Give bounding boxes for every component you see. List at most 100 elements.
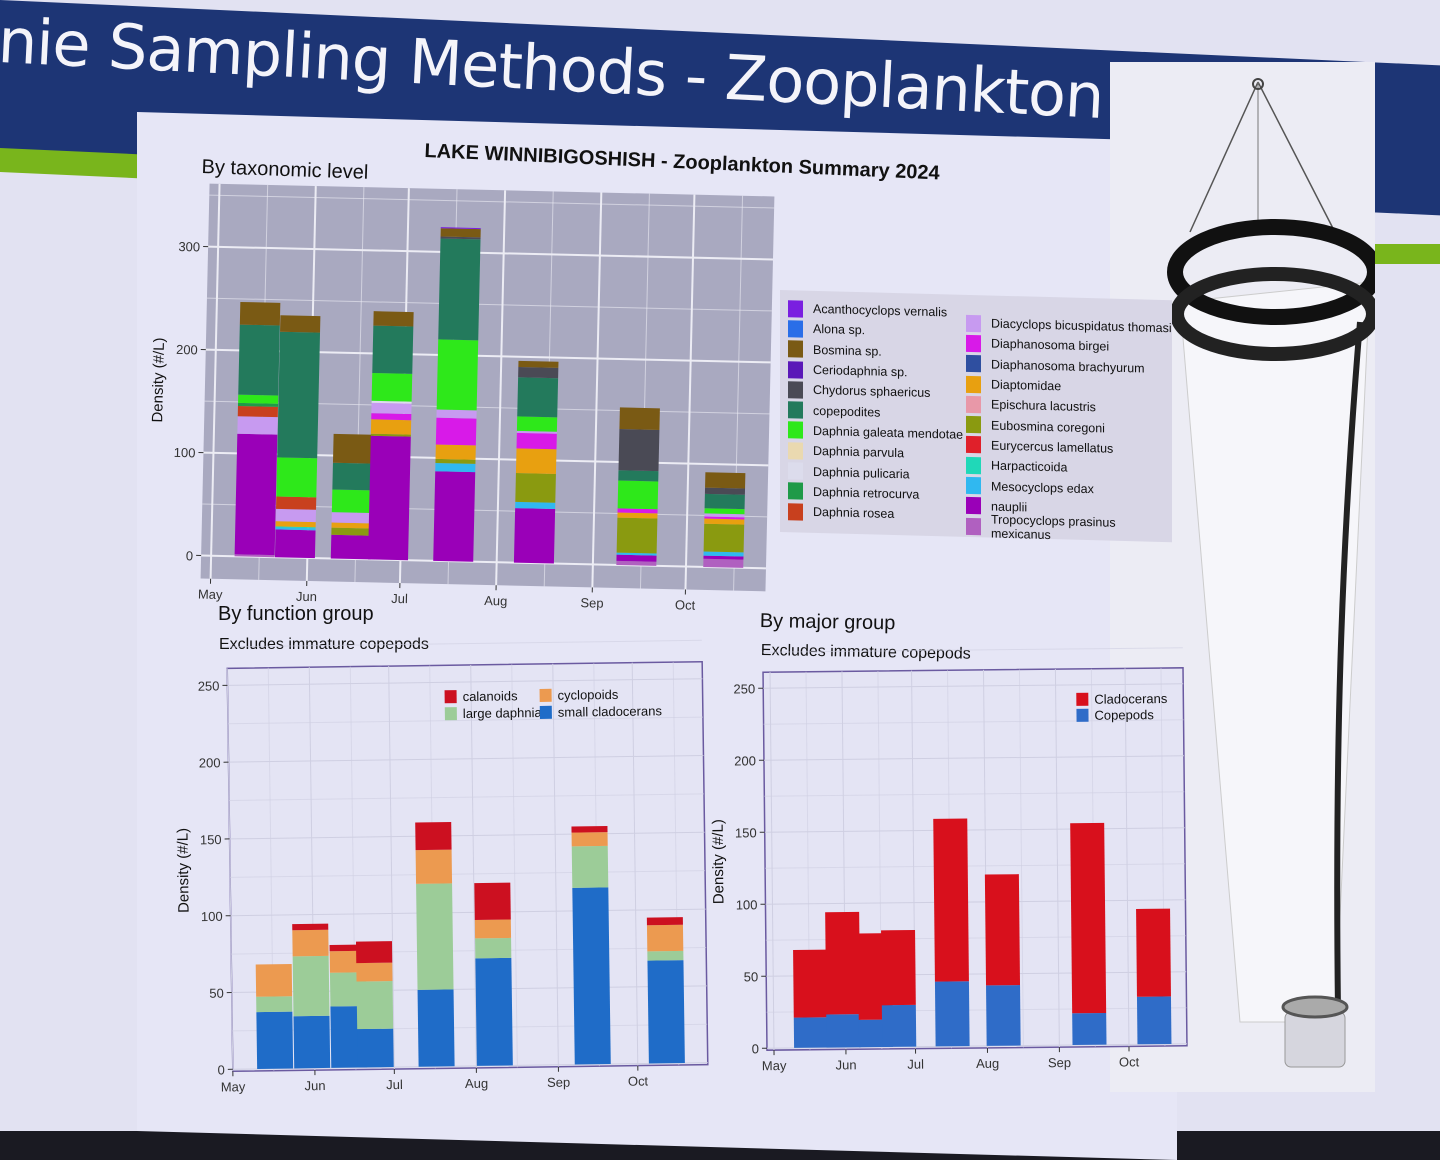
bar-segment-mesocyclops-edax (515, 502, 555, 509)
y-tick-label: 50 (209, 986, 224, 1001)
legend-swatch (788, 483, 803, 500)
legend-label: Bosmina sp. (813, 343, 882, 359)
bar-segment-diacyclops-bicuspidatus-thomasi (371, 403, 411, 414)
legend-swatch (966, 477, 981, 494)
bar-segment-daphnia-rosea (276, 496, 316, 509)
bar-segment-chydorus-sphaericus (518, 367, 558, 378)
bar-segment-copepodites (332, 463, 373, 491)
bar-segment-cladocerans (793, 950, 828, 1018)
bar-segment-bosmina-sp- (441, 228, 481, 237)
legend-swatch (540, 706, 552, 719)
bar-segment-cladocerans (881, 930, 916, 1005)
legend-swatch (966, 416, 981, 433)
bar-segment-cyclopoids (256, 964, 292, 997)
legend-label: calanoids (463, 688, 519, 704)
x-tick-label: Oct (675, 597, 696, 612)
legend-swatch (788, 320, 803, 337)
bar-segment-large-daphnia (475, 938, 511, 958)
legend-label: cyclopoids (558, 687, 619, 703)
bar-segment-chydorus-sphaericus (705, 488, 745, 495)
legend-label: Epischura lacustris (991, 398, 1096, 415)
legend-swatch (788, 462, 803, 479)
x-tick-label: Jun (305, 1078, 326, 1093)
bar-segment-diacyclops-bicuspidatus-thomasi (332, 512, 372, 523)
bar-segment-large-daphnia (416, 883, 453, 989)
legend-label: large daphnia (463, 705, 543, 721)
y-tick-label: 100 (174, 445, 196, 460)
legend-swatch (966, 335, 981, 352)
y-tick-label: 250 (733, 681, 755, 696)
bar-segment-large-daphnia (293, 956, 330, 1016)
bar-segment-daphnia-rosea (238, 406, 278, 417)
bar-segment-copepodites (517, 377, 558, 417)
legend-label: Diaphanosoma birgei (991, 337, 1109, 354)
legend-label: Daphnia rosea (813, 505, 894, 521)
bar-segment-tropocyclops-prasinus-mexicanus (703, 559, 743, 568)
legend-label: Cladocerans (1094, 691, 1168, 707)
x-tick-label: Aug (976, 1056, 999, 1071)
bar-segment-diacyclops-bicuspidatus-thomasi (237, 416, 277, 434)
legend-swatch (445, 707, 457, 720)
bar-segment-large-daphnia (256, 996, 292, 1012)
x-tick-label: May (198, 586, 223, 602)
legend-label: Eubosmina coregoni (991, 418, 1105, 435)
x-tick-label: Jul (391, 591, 408, 606)
legend-item: Tropocyclops prasinus mexicanus (966, 516, 1172, 542)
bar-segment-daphnia-galeata-mendotae (618, 481, 659, 510)
bar-segment-small-cladocerans (293, 1016, 330, 1069)
x-tick-label: Oct (1119, 1054, 1140, 1069)
bar-segment-copepods (794, 1017, 828, 1048)
bar-segment-cyclopoids (647, 925, 683, 952)
x-tick-label: Aug (484, 593, 507, 609)
legend-swatch (966, 355, 981, 372)
y-tick-label: 100 (201, 909, 223, 924)
minor-gridline (763, 648, 1183, 652)
bar-segment-eubosmina-coregoni (515, 473, 556, 503)
legend-swatch (1076, 709, 1088, 722)
y-tick-label: 200 (176, 342, 198, 357)
y-tick-label: 0 (752, 1041, 759, 1056)
bar-segment-small-cladocerans (475, 958, 512, 1066)
legend-label: Diacyclops bicuspidatus thomasi (991, 317, 1172, 336)
legend-swatch (966, 315, 981, 332)
bar-segment-cladocerans (933, 819, 969, 982)
bar-segment-calanoids (415, 822, 451, 850)
legend-label: Acanthocyclops vernalis (813, 302, 947, 320)
bar-segment-daphnia-galeata-mendotae (332, 489, 373, 513)
x-tick-label: Jun (296, 589, 317, 604)
bar-segment-daphnia-galeata-mendotae (372, 373, 413, 402)
bar-segment-cladocerans (1070, 823, 1106, 1013)
bar-segment-diaphanosoma-birgei (371, 413, 411, 420)
bar-segment-bosmina-sp- (518, 361, 558, 368)
bar-segment-cyclopoids (475, 919, 511, 938)
legend-swatch (966, 517, 981, 534)
bar-segment-copepods (1137, 996, 1171, 1044)
bar-segment-large-daphnia (357, 981, 394, 1029)
bar-segment-diaptomidae (371, 419, 411, 434)
bar-segment-nauplii (235, 434, 278, 555)
y-tick-label: 100 (736, 897, 758, 912)
bar-segment-nauplii (275, 529, 316, 558)
legend-label: Mesocyclops edax (991, 479, 1094, 496)
x-tick-label: Sep (547, 1075, 570, 1090)
bar-segment-copepodites (277, 332, 320, 459)
bar-segment-copepodites (618, 470, 658, 481)
legend-swatch (966, 497, 981, 514)
bar-segment-cyclopoids (572, 832, 608, 846)
bar-segment-diaptomidae (436, 444, 476, 459)
legend-swatch (445, 690, 457, 703)
y-tick-label: 0 (217, 1062, 224, 1077)
legend-label: Daphnia parvula (813, 444, 904, 460)
bar-segment-calanoids (292, 924, 328, 931)
bar-segment-cladocerans (825, 912, 860, 1015)
x-tick-label: Jul (386, 1077, 403, 1092)
bar-segment-diaptomidae (331, 522, 371, 528)
y-axis-label: Density (#/L) (174, 828, 192, 913)
y-tick-label: 0 (186, 548, 194, 563)
